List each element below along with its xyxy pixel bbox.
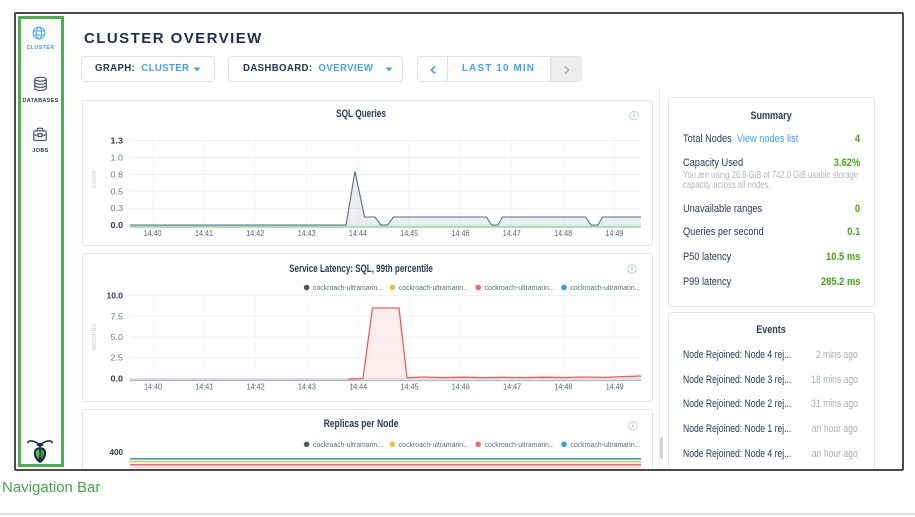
svg-text:14:42: 14:42: [247, 382, 265, 392]
svg-text:cockroach-ultramarin...: cockroach-ultramarin...: [570, 283, 640, 292]
svg-text:14:40: 14:40: [144, 228, 162, 238]
svg-text:14:45: 14:45: [401, 382, 419, 392]
svg-text:0.0: 0.0: [111, 220, 124, 230]
svg-text:1.3: 1.3: [111, 136, 124, 146]
svg-text:5.0: 5.0: [111, 332, 124, 342]
svg-text:14:48: 14:48: [554, 228, 572, 238]
svg-text:14:46: 14:46: [452, 382, 470, 392]
svg-text:1.0: 1.0: [111, 153, 124, 163]
svg-text:14:47: 14:47: [503, 382, 521, 392]
svg-text:cockroach-ultramarin...: cockroach-ultramarin...: [485, 283, 555, 292]
svg-text:14:49: 14:49: [605, 228, 623, 238]
svg-text:14:41: 14:41: [195, 382, 213, 392]
svg-text:cockroach-ultramarin...: cockroach-ultramarin...: [313, 440, 383, 449]
svg-text:count: count: [91, 171, 98, 188]
svg-text:7.5: 7.5: [111, 311, 124, 321]
svg-text:400: 400: [110, 447, 124, 457]
svg-text:14:43: 14:43: [298, 382, 316, 392]
svg-text:14:44: 14:44: [349, 228, 367, 238]
svg-text:14:41: 14:41: [195, 228, 213, 238]
svg-text:14:45: 14:45: [400, 228, 418, 238]
svg-text:14:48: 14:48: [554, 382, 572, 392]
svg-text:10.0: 10.0: [107, 291, 124, 301]
svg-text:seconds: seconds: [91, 323, 98, 350]
svg-text:cockroach-ultramarin...: cockroach-ultramarin...: [313, 283, 383, 292]
svg-text:14:44: 14:44: [349, 382, 367, 392]
svg-text:cockroach-ultramarin...: cockroach-ultramarin...: [399, 440, 469, 449]
svg-text:2.5: 2.5: [111, 353, 124, 363]
svg-text:0.0: 0.0: [111, 373, 124, 383]
svg-text:14:40: 14:40: [144, 382, 162, 392]
svg-text:14:42: 14:42: [246, 228, 264, 238]
svg-text:0.3: 0.3: [111, 203, 124, 213]
svg-text:14:47: 14:47: [503, 228, 521, 238]
svg-text:cockroach-ultramarin...: cockroach-ultramarin...: [570, 440, 640, 449]
svg-text:cockroach-ultramarin...: cockroach-ultramarin...: [399, 283, 469, 292]
svg-text:0.8: 0.8: [111, 169, 124, 179]
svg-text:14:49: 14:49: [606, 382, 624, 392]
svg-text:cockroach-ultramarin...: cockroach-ultramarin...: [485, 440, 555, 449]
svg-text:14:46: 14:46: [452, 228, 470, 238]
svg-text:0.5: 0.5: [111, 186, 124, 196]
svg-text:14:43: 14:43: [298, 228, 316, 238]
